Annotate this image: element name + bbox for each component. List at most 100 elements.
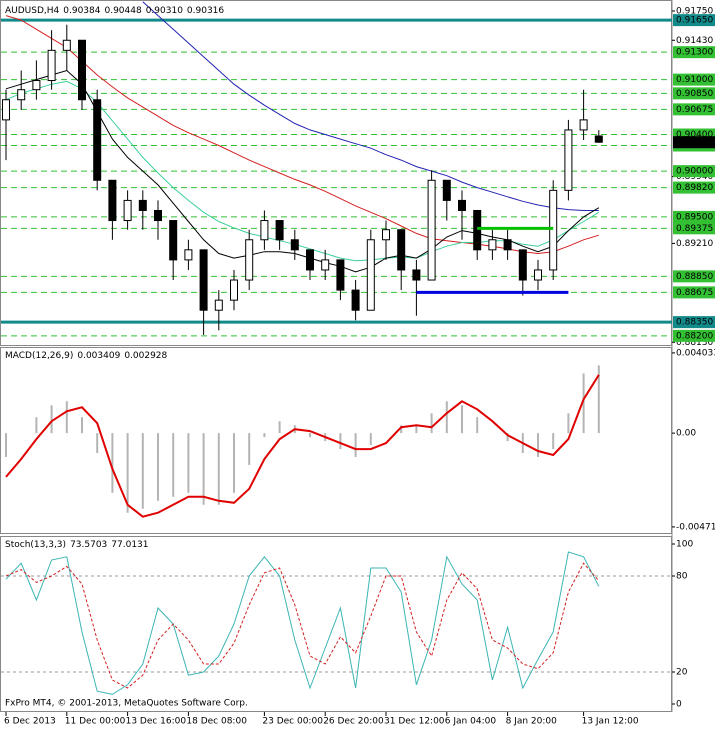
candle-body — [245, 239, 254, 281]
price-level-box — [673, 46, 715, 59]
candle-body — [169, 220, 178, 261]
header-text: 0.90316 — [187, 6, 224, 16]
candle-body — [321, 259, 330, 271]
candle-body — [108, 179, 117, 222]
candle-body — [260, 220, 269, 241]
candle-body — [214, 299, 223, 311]
price-level-label: 0.91650 — [676, 16, 713, 26]
candle-body — [579, 119, 588, 131]
candle-body — [275, 220, 284, 241]
y-tick-label: 20 — [676, 668, 688, 678]
candle-body — [473, 209, 482, 251]
price-level-box — [673, 286, 715, 299]
chart-header: AUDUSD,H4 0.90384 0.90448 0.90310 0.90316 — [5, 6, 224, 16]
header-text: Stoch(13,3,3) — [5, 540, 66, 550]
candle-body — [78, 39, 86, 101]
candle-body — [427, 179, 436, 281]
candle-body — [306, 249, 314, 271]
price-level-box — [673, 14, 715, 27]
candle-body — [62, 39, 71, 51]
candle-body — [397, 229, 406, 271]
y-tick-label: 0.91430 — [676, 36, 713, 46]
header-text: 0.90448 — [104, 6, 141, 16]
footer: FxPro MT4, © 2001-2013, MetaQuotes Softw… — [5, 699, 248, 709]
candle-body — [47, 49, 56, 82]
candle-body — [503, 239, 512, 251]
macd-signal — [5, 374, 600, 518]
candle-body — [458, 199, 466, 211]
x-tick-label: 26 Dec 20:00 — [323, 717, 384, 727]
moving-average — [5, 69, 600, 273]
y-tick-label: 0.91750 — [676, 6, 713, 16]
candle-body — [549, 189, 558, 271]
price-level-label: 0.90850 — [676, 89, 713, 99]
candle-body — [366, 239, 375, 311]
current-price-label: 0.90316 — [676, 138, 713, 148]
candle-body — [17, 89, 26, 101]
moving-average — [142, 1, 599, 211]
y-tick-label: 0 — [676, 700, 682, 710]
candle-body — [123, 199, 132, 222]
y-tick-label: 0.89210 — [676, 239, 713, 249]
moving-average — [5, 15, 599, 255]
header-text: 73.5703 — [70, 540, 107, 550]
price-level-box — [673, 165, 715, 178]
candle-body — [442, 179, 451, 201]
price-level-label: 0.91000 — [676, 75, 713, 85]
price-level-label: 0.90000 — [676, 167, 713, 177]
price-level-label: 0.91300 — [676, 48, 713, 58]
price-level-label: 0.88350 — [676, 318, 713, 328]
price-level-label: 0.90675 — [676, 105, 713, 115]
x-tick-label: 8 Jan 20:00 — [506, 717, 558, 727]
stoch-panel — [0, 536, 672, 712]
candle-body — [534, 269, 542, 281]
price-level-box — [673, 73, 715, 86]
x-tick-label: 6 Jan 04:00 — [445, 717, 497, 727]
candle-body — [564, 129, 573, 191]
price-level-box — [673, 87, 715, 100]
macd-header: MACD(12,26,9) 0.003409 0.002928 — [5, 351, 168, 361]
candle-body — [382, 229, 390, 241]
price-level-box — [673, 222, 715, 235]
x-tick-label: 18 Dec 08:00 — [186, 717, 247, 727]
y-tick-label: 0.88130 — [676, 338, 713, 348]
price-level-box — [673, 316, 715, 329]
price-level-box — [673, 210, 715, 223]
price-level-label: 0.90400 — [676, 130, 713, 140]
main-panel — [0, 0, 672, 346]
candle-body — [230, 279, 238, 301]
x-tick-label: 31 Dec 12:00 — [384, 717, 445, 727]
header-text: 0.002928 — [124, 351, 167, 361]
price-level-box — [673, 329, 715, 342]
candle-body — [488, 239, 497, 251]
candle-body — [594, 135, 603, 143]
x-tick-label: 13 Dec 16:00 — [126, 717, 187, 727]
x-tick-label: 11 Dec 00:00 — [65, 717, 126, 727]
x-tick-label: 6 Dec 2013 — [4, 717, 56, 727]
y-tick-label: 0.00 — [676, 429, 696, 439]
price-level-label: 0.88200 — [676, 331, 713, 341]
candle-body — [2, 99, 10, 121]
stoch-main — [5, 551, 600, 695]
stoch-header: Stoch(13,3,3) 73.5703 77.0131 — [5, 540, 149, 550]
price-level-box — [673, 103, 715, 116]
header-text: 77.0131 — [111, 540, 148, 550]
y-tick-label: 80 — [676, 572, 688, 582]
header-text: 0.90384 — [63, 6, 100, 16]
candle-body — [412, 269, 421, 281]
y-tick-label: 100 — [676, 540, 693, 550]
header-text: MACD(12,26,9) — [5, 351, 73, 361]
price-level-box — [673, 181, 715, 194]
candle-body — [32, 80, 41, 91]
y-tick-label: -0.004714 — [676, 522, 715, 532]
header-text: 0.90310 — [146, 6, 183, 16]
candle-body — [199, 249, 208, 311]
y-tick-label: 0.004033 — [676, 348, 715, 358]
candle-body — [351, 289, 360, 311]
header-text: AUDUSD,H4 — [5, 6, 60, 16]
x-tick-label: 13 Jan 12:00 — [582, 717, 639, 727]
x-tick-label: 23 Dec 00:00 — [262, 717, 323, 727]
candle-body — [138, 199, 147, 211]
